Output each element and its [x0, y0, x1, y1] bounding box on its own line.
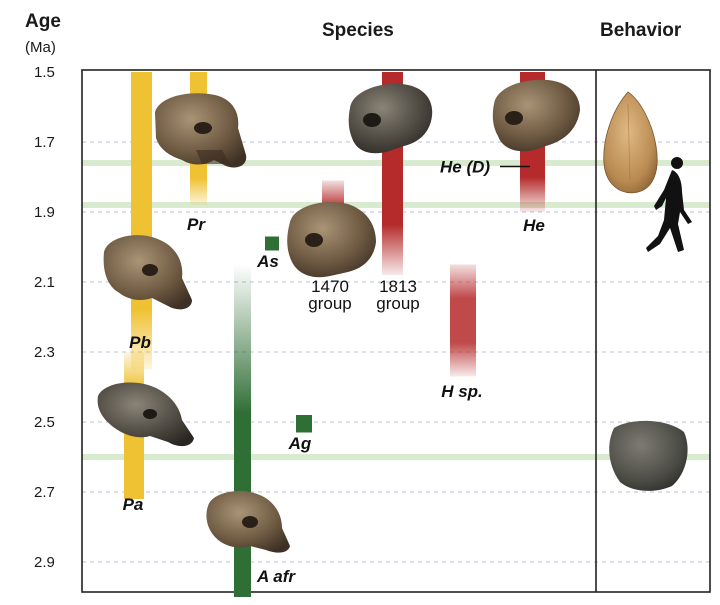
- skull-icon: [492, 79, 580, 152]
- range-bar: [265, 236, 279, 251]
- y-tick-label: 1.5: [34, 64, 55, 81]
- series-label: Ag: [288, 434, 312, 453]
- annotation-label: He (D): [440, 158, 490, 177]
- series-label: 1470: [311, 277, 349, 296]
- age-axis-title: Age: [25, 11, 61, 32]
- series-label: group: [308, 294, 351, 313]
- skull-icon: [206, 491, 290, 553]
- series-label: As: [256, 252, 279, 271]
- series-label: Pb: [129, 333, 151, 352]
- species-header: Species: [322, 20, 394, 41]
- behavior-header: Behavior: [600, 20, 682, 41]
- series-label: He: [523, 216, 545, 235]
- series-label: H sp.: [441, 382, 483, 401]
- y-tick-label: 2.9: [34, 554, 55, 571]
- y-tick-label: 2.3: [34, 344, 55, 361]
- age-axis-unit: (Ma): [25, 39, 56, 56]
- skull-icon: [287, 202, 376, 278]
- gridlines: [82, 141, 710, 563]
- skull-icon: [97, 382, 194, 447]
- series-label: group: [376, 294, 419, 313]
- walking-human-icon: [646, 157, 692, 252]
- skull-icon: [348, 83, 433, 154]
- y-tick-label: 1.9: [34, 204, 55, 221]
- stone-core-icon: [609, 420, 688, 491]
- y-tick-labels: 1.5 1.7 1.9 2.1 2.3 2.5 2.7 2.9: [34, 64, 55, 571]
- range-bar: [131, 72, 152, 370]
- range-bar: [296, 415, 312, 433]
- range-bar: [450, 264, 476, 377]
- series-label: Pa: [123, 495, 144, 514]
- y-tick-label: 2.7: [34, 484, 55, 501]
- y-tick-label: 1.7: [34, 134, 55, 151]
- skull-icon: [103, 235, 192, 310]
- y-tick-label: 2.5: [34, 414, 55, 431]
- hand-axe-icon: [603, 91, 658, 194]
- highlight-band: [82, 454, 710, 460]
- y-tick-label: 2.1: [34, 274, 55, 291]
- plot-frame: [81, 69, 711, 593]
- series-label: 1813: [379, 277, 417, 296]
- skull-icon: [155, 93, 247, 168]
- series-label: Pr: [187, 215, 206, 234]
- series-label: A afr: [256, 567, 296, 586]
